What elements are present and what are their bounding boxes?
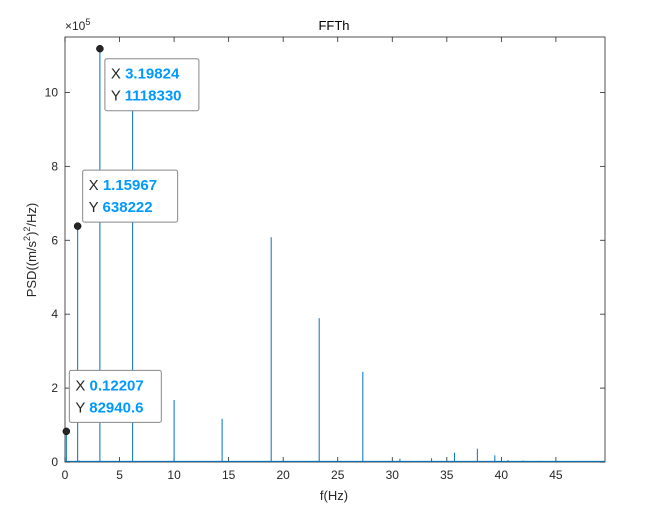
datatip-x-text: X 0.12207	[75, 377, 143, 394]
x-tick-label: 45	[549, 468, 563, 482]
y-tick-label: 10	[45, 85, 59, 99]
y-exponent-power: 5	[85, 17, 90, 27]
datatip-y-text: Y 1118330	[111, 88, 182, 105]
datatip-marker[interactable]	[96, 44, 104, 53]
x-tick-label: 35	[440, 468, 454, 482]
y-tick-label: 6	[51, 233, 58, 247]
x-tick-label: 10	[167, 468, 181, 482]
y-tick-label: 2	[51, 381, 58, 395]
datatip-y-label: Y	[75, 399, 89, 416]
datatip-x-text: X 3.19824	[111, 66, 180, 83]
datatip-box	[82, 169, 179, 223]
y-tick-label: 0	[51, 455, 58, 469]
x-tick-label: 40	[495, 468, 509, 482]
datatip-x-value: 1.15967	[103, 177, 157, 194]
x-axis-label: f(Hz)	[320, 488, 348, 503]
datatip-y-value: 638222	[103, 199, 153, 216]
datatip-y-text: Y 82940.6	[75, 399, 143, 416]
y-tick-label: 4	[51, 307, 58, 321]
datatip-x-value: 3.19824	[125, 66, 180, 83]
x-tick-label: 25	[331, 468, 345, 482]
x-tick-label: 30	[386, 468, 400, 482]
y-tick-label: 8	[51, 159, 58, 173]
datatip-y-text: Y 638222	[89, 199, 153, 216]
datatip-marker[interactable]	[62, 427, 71, 436]
datatip-marker[interactable]	[73, 222, 82, 230]
x-tick-label: 5	[116, 468, 123, 482]
datatip-y-value: 1118330	[125, 88, 182, 105]
datatip-x-label: X	[75, 377, 89, 394]
datatip-x-label: X	[89, 177, 103, 194]
y-exponent-label: ×105	[65, 17, 90, 33]
y-axis-label: PSD((m/s2)2/Hz)	[22, 203, 39, 298]
x-tick-label: 0	[62, 468, 69, 482]
datatip-y-value: 82940.6	[89, 399, 143, 416]
datatip-x-label: X	[111, 66, 125, 83]
datatip-box	[68, 369, 162, 423]
x-tick-label: 20	[277, 468, 291, 482]
datatip-y-label: Y	[111, 88, 125, 105]
datatip-y-label: Y	[89, 199, 103, 216]
y-axis-ticks: 0 2 4 6 8 10	[45, 85, 605, 469]
datatip-box	[104, 58, 200, 112]
x-tick-label: 15	[222, 468, 236, 482]
datatip-x-value: 0.12207	[90, 377, 144, 394]
chart-title: FFTh	[318, 18, 349, 33]
datatip-x-text: X 1.15967	[89, 177, 157, 194]
